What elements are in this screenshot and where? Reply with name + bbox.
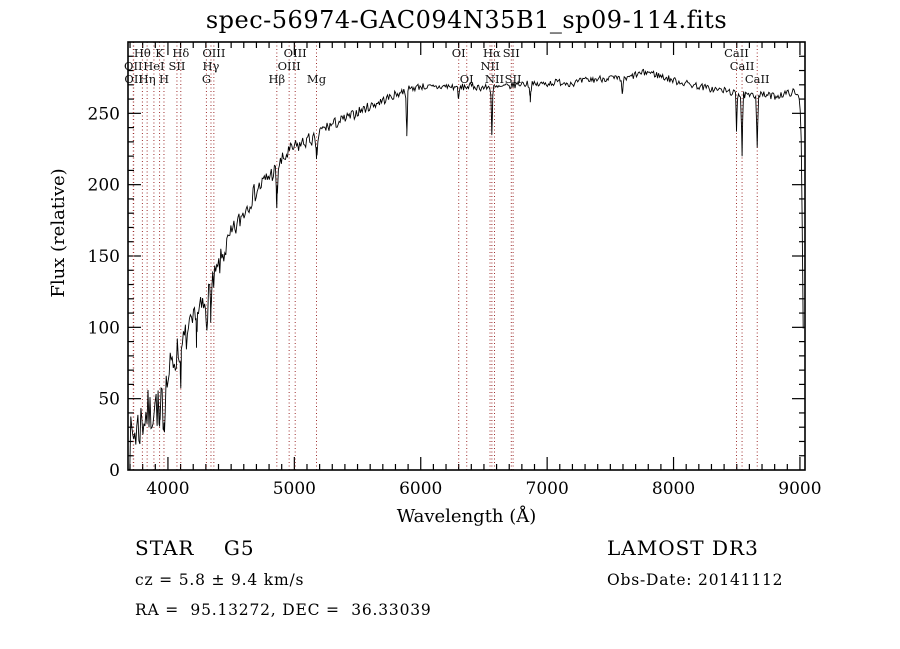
x-tick-label: 7000 <box>526 479 569 499</box>
spectral-line-label: HeI <box>143 59 164 73</box>
x-axis-label: Wavelength (Å) <box>396 506 537 527</box>
spectral-line-label: NII <box>480 59 499 73</box>
spectral-line-label: SII <box>503 46 520 60</box>
x-tick-label: 9000 <box>778 479 821 499</box>
survey-name-text: LAMOST DR3 <box>607 536 759 560</box>
spectral-line-label: CaII <box>745 72 770 86</box>
spectral-line-label: G <box>202 72 211 86</box>
spectral-line-label: NII <box>485 72 504 86</box>
spectral-line-label: SII <box>168 59 185 73</box>
y-tick-label: 150 <box>88 247 120 267</box>
spectral-line-label: OII <box>124 72 143 86</box>
plot-title: spec-56974-GAC094N35B1_sp09-114.fits <box>205 6 728 34</box>
spectral-line-label: Hθ <box>134 46 151 60</box>
spectral-line-label: H <box>159 72 169 86</box>
y-tick-label: 100 <box>88 318 120 338</box>
spectrum-path <box>128 68 804 470</box>
spectral-line-label: OI <box>460 72 474 86</box>
spectral-line-label: Hγ <box>203 59 220 73</box>
y-axis-label: Flux (relative) <box>48 168 69 298</box>
spectral-line-label: Hα <box>483 46 501 60</box>
spectral-line-label: OI <box>452 46 466 60</box>
spectral-line-labels-layer: OIIOIIHθHηHeIKHSIIHδGHγOIIIHβOIIIOIIIMgO… <box>124 46 770 86</box>
spectral-line-label: Mg <box>307 72 327 86</box>
tick-labels-layer: 4000 5000 6000 7000 8000 9000 0 50 100 150 200 250 <box>88 104 822 499</box>
obs-date-text: Obs-Date: 20141112 <box>607 571 784 589</box>
spectral-line-label: OIII <box>284 46 307 60</box>
plot-frame <box>127 41 806 471</box>
spectral-line-label: Hβ <box>268 72 285 86</box>
spectral-line-label: Hδ <box>172 46 189 60</box>
spectral-line-label: CaII <box>730 59 755 73</box>
spectral-line-label: CaII <box>724 46 749 60</box>
spectral-line-label: Hη <box>139 72 156 86</box>
x-tick-label: 5000 <box>273 479 316 499</box>
x-tick-label: 4000 <box>146 479 189 499</box>
spectral-line-label: SII <box>505 72 522 86</box>
spectral-line-label: OIII <box>202 46 225 60</box>
object-class-text: STAR G5 <box>135 536 255 560</box>
spectral-line-label: OIII <box>278 59 301 73</box>
spectral-line-label: OII <box>124 59 143 73</box>
y-tick-label: 0 <box>109 461 120 481</box>
redshift-velocity-text: cz = 5.8 ± 9.4 km/s <box>135 571 305 589</box>
y-tick-label: 50 <box>98 390 120 410</box>
spectral-line-markers-layer <box>132 42 758 470</box>
y-tick-label: 200 <box>88 176 120 196</box>
spectrum-trace-layer <box>128 68 804 470</box>
y-tick-label: 250 <box>88 104 120 124</box>
ra-dec-text: RA = 95.13272, DEC = 36.33039 <box>135 601 432 619</box>
spectral-line-label: K <box>155 46 164 60</box>
x-tick-label: 8000 <box>652 479 695 499</box>
x-tick-label: 6000 <box>399 479 442 499</box>
